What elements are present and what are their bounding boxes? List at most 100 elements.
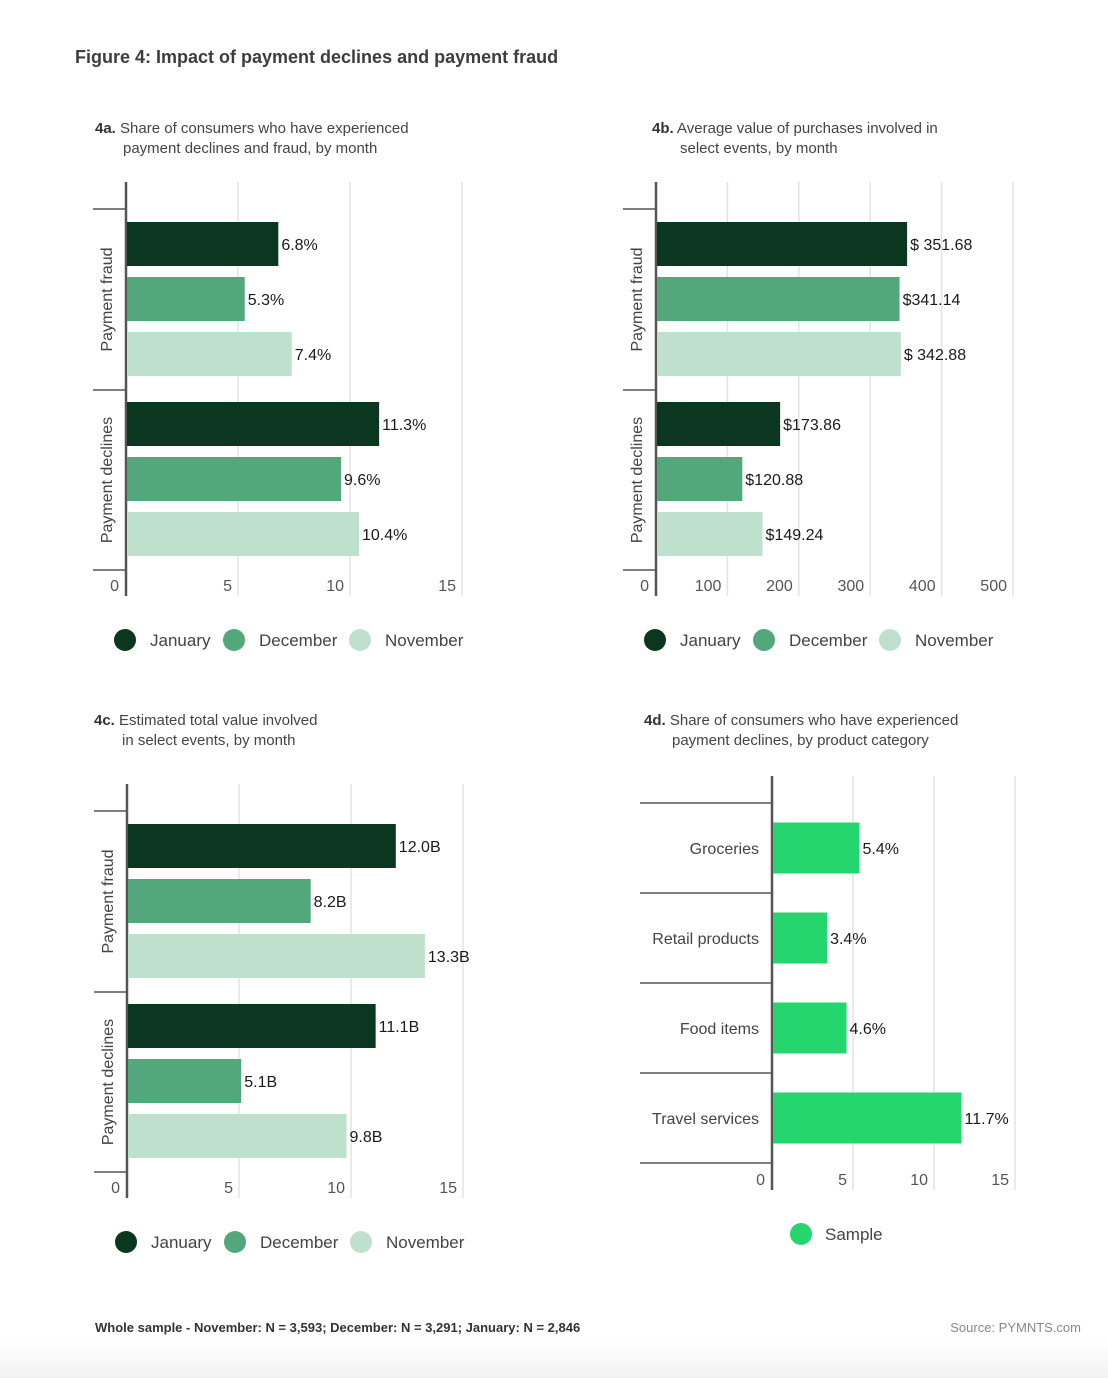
legend-label: December [260,1233,339,1252]
category-label: Groceries [690,841,759,858]
sample-note: Whole sample - November: N = 3,593; Dece… [95,1320,581,1335]
data-label: 9.6% [344,472,380,489]
data-label: 4.6% [850,1021,886,1038]
x-tick-label: 0 [111,1180,120,1197]
legend-label: December [259,631,338,650]
chart-4c-prefix: 4c. [94,712,115,729]
legend-swatch-january [115,1231,137,1253]
chart-4d-title-line1: Share of consumers who have experienced [669,712,959,729]
legend-label: January [151,1233,212,1252]
figure-title: Figure 4: Impact of payment declines and… [75,47,559,67]
data-label: 7.4% [295,347,331,364]
category-label: Travel services [652,1111,759,1128]
category-label: Payment declines [99,417,116,543]
bar-january [127,402,380,446]
data-label: 3.4% [830,931,866,948]
x-tick-label: 15 [439,1180,457,1197]
x-tick-label: 5 [224,1180,233,1197]
bar-november [657,512,763,556]
data-label: 8.2B [314,894,347,911]
category-label: Payment fraud [99,247,116,351]
chart-4b-prefix: 4b. [652,120,674,137]
chart-4d-title: 4d. Share of consumers who have experien… [644,711,958,751]
legend-label: November [385,631,464,650]
chart-4c-title-line1: Estimated total value involved [119,712,318,729]
bar-november [128,1114,347,1158]
chart-4c: 0 5 10 15 Payment fraud 12.0B 8.2B 13.3B Payment… [94,784,470,1253]
chart-4b-title: 4b. Average value of purchases involved … [652,119,938,159]
bottom-fade [0,1338,1108,1378]
category-label: Payment declines [100,1019,117,1145]
x-tick-label: 0 [756,1172,765,1189]
bar-december [657,457,743,501]
legend-swatch-november [349,629,371,651]
bar-january [127,222,279,266]
chart-4b-title-line1: Average value of purchases involved in [677,120,938,137]
x-tick-label: 300 [837,578,864,595]
bar-december [127,457,342,501]
data-label: 11.7% [965,1111,1009,1128]
legend-label: January [150,631,211,650]
data-label: 9.8B [350,1129,383,1146]
bar-december [128,1059,242,1103]
legend-swatch-sample [790,1223,812,1245]
legend-swatch-november [350,1231,372,1253]
data-label: 13.3B [428,949,470,966]
x-tick-label: 15 [991,1172,1009,1189]
chart-4c-title: 4c. Estimated total value involved in se… [94,711,317,751]
category-label: Payment fraud [629,247,646,351]
legend-label: December [789,631,868,650]
x-tick-label: 10 [327,1180,345,1197]
x-tick-label: 5 [223,578,232,595]
x-tick-label: 100 [695,578,722,595]
chart-4c-title-line2: in select events, by month [122,732,296,749]
category-label: Payment declines [629,417,646,543]
bar-november [657,332,901,376]
bar-january [657,222,908,266]
bar-sample [773,1092,962,1144]
bar-december [127,277,245,321]
bar-january [128,1004,376,1048]
data-label: $120.88 [745,472,803,489]
category-label: Payment fraud [100,849,117,953]
legend-label: January [680,631,741,650]
bar-sample [773,912,828,964]
data-label: 5.3% [248,292,284,309]
data-label: 5.1B [244,1074,277,1091]
x-tick-label: 200 [766,578,793,595]
data-label: $149.24 [766,527,824,544]
x-tick-label: 5 [838,1172,847,1189]
chart-4a-title-line2: payment declines and fraud, by month [123,140,378,157]
chart-4a-prefix: 4a. [95,120,116,137]
legend-label: November [915,631,994,650]
x-tick-label: 0 [640,578,649,595]
legend-swatch-november [879,629,901,651]
chart-4a-title-line1: Share of consumers who have experienced [120,120,409,137]
data-label: 12.0B [399,839,441,856]
x-tick-label: 10 [910,1172,928,1189]
bar-sample [773,1002,847,1054]
data-label: 11.3% [382,417,426,434]
x-tick-label: 0 [110,578,119,595]
bar-november [127,512,359,556]
x-tick-label: 400 [909,578,936,595]
legend-label: November [386,1233,465,1252]
bar-november [127,332,292,376]
source-credit: Source: PYMNTS.com [950,1320,1081,1335]
legend-swatch-december [224,1231,246,1253]
x-tick-label: 10 [326,578,344,595]
bar-november [128,934,425,978]
data-label: $ 351.68 [910,237,972,254]
chart-4d: 0 5 10 15 Groceries 5.4% Retail products 3.4% Fo… [640,776,1016,1245]
bar-december [657,277,900,321]
chart-4d-prefix: 4d. [644,712,666,729]
data-label: 10.4% [362,527,407,544]
data-label: 6.8% [281,237,317,254]
legend-swatch-january [114,629,136,651]
legend-label: Sample [825,1225,883,1244]
chart-4b: 0 100 200 300 400 500 Payment fraud $ 351.68 $34… [623,182,1014,651]
data-label: 11.1B [379,1019,420,1036]
data-label: $341.14 [903,292,961,309]
category-label: Food items [680,1021,759,1038]
